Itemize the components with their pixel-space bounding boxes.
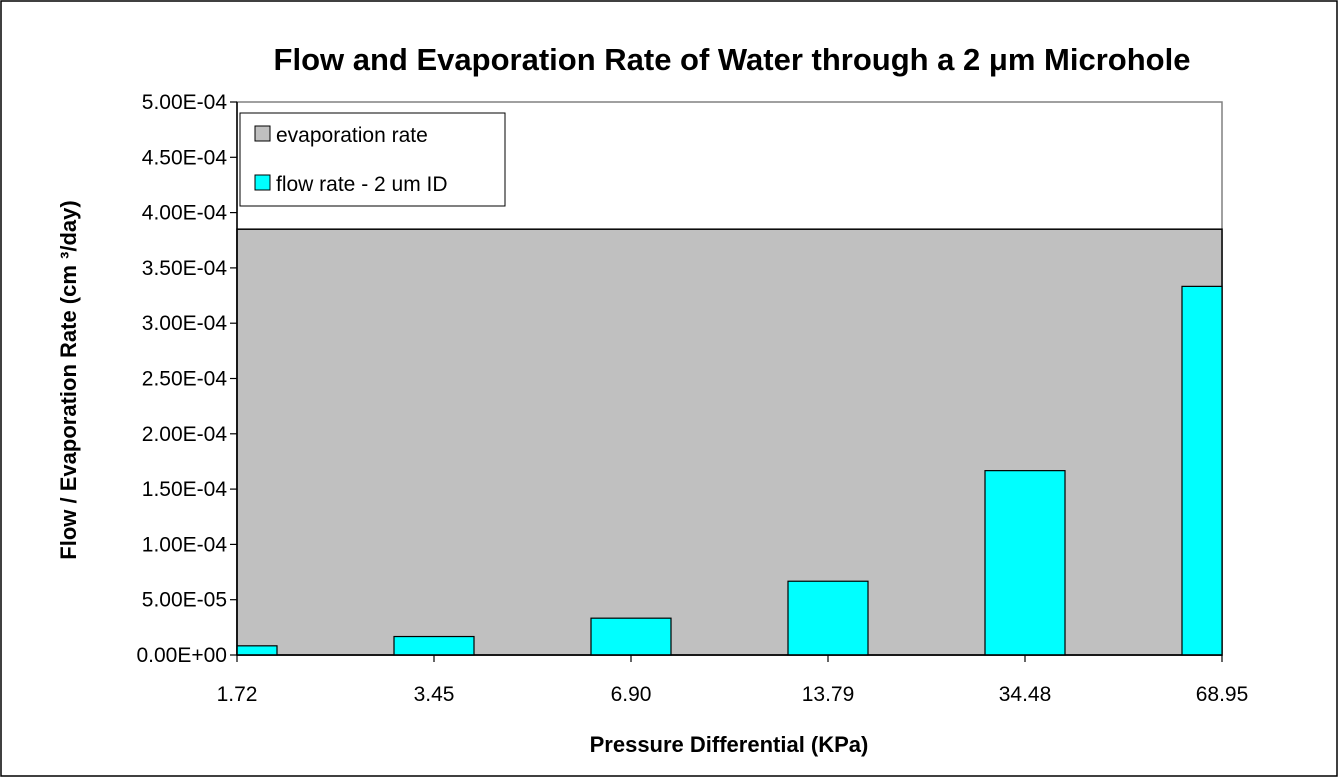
- flow-bar-34.48: [984, 470, 1066, 656]
- legend: evaporation rate flow rate - 2 um ID: [239, 112, 506, 207]
- y-tick-label: 4.50E-04: [142, 146, 228, 169]
- x-tick-label: 13.79: [802, 683, 855, 706]
- y-tick-label: 3.00E-04: [142, 312, 228, 335]
- flow-bar-13.79: [787, 580, 869, 656]
- legend-swatch-evaporation: [254, 125, 271, 142]
- flow-bar-68.95: [1181, 285, 1223, 656]
- y-tick-label: 3.50E-04: [142, 257, 228, 280]
- x-tick-label: 6.90: [611, 683, 652, 706]
- flow-bars-layer: [236, 285, 1223, 656]
- flow-bar-6.90: [590, 617, 672, 656]
- legend-label-evaporation: evaporation rate: [276, 124, 428, 147]
- legend-label-flow: flow rate - 2 um ID: [276, 173, 448, 196]
- flow-bar-3.45: [393, 635, 475, 656]
- x-tick-label: 1.72: [217, 683, 258, 706]
- y-tick-label: 1.50E-04: [142, 478, 228, 501]
- y-axis-title: Flow / Evaporation Rate (cm ³/day): [56, 200, 81, 559]
- y-tick-label: 5.00E-04: [142, 91, 228, 114]
- x-tick-label: 34.48: [999, 683, 1052, 706]
- chart-title: Flow and Evaporation Rate of Water throu…: [274, 42, 1191, 77]
- y-tick-label: 2.50E-04: [142, 368, 228, 391]
- y-tick-label: 0.00E+00: [136, 644, 227, 667]
- x-tick-label: 68.95: [1196, 683, 1249, 706]
- y-tick-label: 1.00E-04: [142, 533, 228, 556]
- axes-layer: [230, 101, 1223, 662]
- y-tick-labels: 0.00E+00 5.00E-05 1.00E-04 1.50E-04 2.00E-04…: [136, 91, 227, 667]
- flow-bar-1.72: [236, 645, 278, 656]
- evaporation-area: [236, 228, 1223, 656]
- x-tick-labels: 1.72 3.45 6.90 13.79 34.48 68.95: [217, 683, 1249, 706]
- legend-box: [239, 112, 506, 207]
- legend-swatch-flow: [254, 174, 271, 191]
- x-tick-label: 3.45: [414, 683, 455, 706]
- evaporation-area-layer: [236, 228, 1223, 656]
- y-tick-label: 5.00E-05: [142, 589, 227, 612]
- y-tick-label: 4.00E-04: [142, 202, 228, 225]
- y-tick-label: 2.00E-04: [142, 423, 228, 446]
- x-axis-title: Pressure Differential (KPa): [590, 732, 869, 757]
